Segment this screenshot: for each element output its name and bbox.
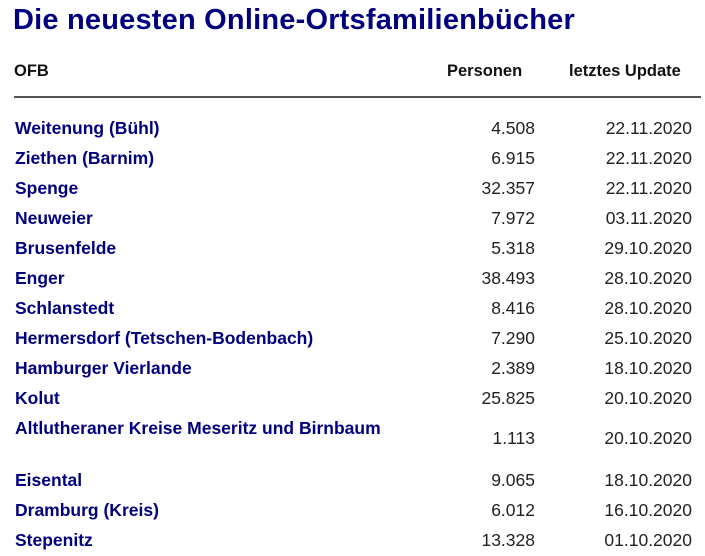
update-date: 25.10.2020	[604, 328, 692, 348]
personen-count: 7.972	[491, 208, 535, 228]
ofb-link[interactable]: Ziethen (Barnim)	[15, 148, 155, 168]
update-date: 18.10.2020	[604, 358, 692, 378]
ofb-link[interactable]: Kolut	[15, 388, 60, 408]
table-row: Weitenung (Bühl) 4.508 22.11.2020	[0, 114, 705, 144]
ofb-link[interactable]: Hamburger Vierlande	[15, 358, 192, 378]
table-row: Spenge 32.357 22.11.2020	[0, 174, 705, 204]
column-header-ofb: OFB	[14, 62, 49, 80]
ofb-link[interactable]: Brusenfelde	[15, 238, 117, 258]
ofb-link[interactable]: Spenge	[15, 178, 79, 198]
page-title: Die neuesten Online-Ortsfamilienbücher	[13, 4, 575, 36]
header-divider	[14, 96, 701, 98]
ofb-link[interactable]: Enger	[15, 268, 65, 288]
table-row: Ziethen (Barnim) 6.915 22.11.2020	[0, 144, 705, 174]
ofb-table: Weitenung (Bühl) 4.508 22.11.2020 Ziethe…	[0, 114, 705, 556]
update-date: 18.10.2020	[604, 470, 692, 490]
table-row: Stepenitz 13.328 01.10.2020	[0, 526, 705, 556]
update-date: 22.11.2020	[605, 178, 692, 198]
personen-count: 32.357	[481, 178, 535, 198]
personen-count: 4.508	[491, 118, 535, 138]
update-date: 16.10.2020	[604, 500, 692, 520]
table-row: Brusenfelde 5.318 29.10.2020	[0, 234, 705, 264]
ofb-link[interactable]: Hermersdorf (Tetschen-Bodenbach)	[15, 328, 314, 348]
table-row: Schlanstedt 8.416 28.10.2020	[0, 294, 705, 324]
table-row: Hermersdorf (Tetschen-Bodenbach) 7.290 2…	[0, 324, 705, 354]
update-date: 22.11.2020	[605, 148, 692, 168]
table-row: Hamburger Vierlande 2.389 18.10.2020	[0, 354, 705, 384]
ofb-link[interactable]: Dramburg (Kreis)	[15, 500, 159, 520]
update-date: 29.10.2020	[604, 238, 692, 258]
update-date: 22.11.2020	[605, 118, 692, 138]
ofb-link[interactable]: Stepenitz	[15, 530, 93, 550]
personen-count: 9.065	[491, 470, 535, 490]
update-date: 03.11.2020	[605, 208, 692, 228]
personen-count: 6.012	[491, 500, 535, 520]
ofb-link[interactable]: Altlutheraner Kreise Meseritz und Birnba…	[15, 418, 381, 438]
table-row: Dramburg (Kreis) 6.012 16.10.2020	[0, 496, 705, 526]
personen-count: 5.318	[491, 238, 535, 258]
personen-count: 8.416	[491, 298, 535, 318]
table-row: Kolut 25.825 20.10.2020	[0, 384, 705, 414]
update-date: 20.10.2020	[604, 428, 692, 448]
column-header-update: letztes Update	[569, 62, 681, 80]
personen-count: 13.328	[481, 530, 535, 550]
ofb-link[interactable]: Weitenung (Bühl)	[15, 118, 160, 138]
personen-count: 25.825	[481, 388, 535, 408]
update-date: 28.10.2020	[604, 298, 692, 318]
table-row: Eisental 9.065 18.10.2020	[0, 466, 705, 496]
personen-count: 6.915	[491, 148, 535, 168]
update-date: 28.10.2020	[604, 268, 692, 288]
ofb-link[interactable]: Neuweier	[15, 208, 93, 228]
personen-count: 2.389	[491, 358, 535, 378]
ofb-link[interactable]: Eisental	[15, 470, 83, 490]
personen-count: 38.493	[481, 268, 535, 288]
personen-count: 1.113	[492, 428, 536, 448]
ofb-link[interactable]: Schlanstedt	[15, 298, 115, 318]
table-row: Altlutheraner Kreise Meseritz und Birnba…	[0, 414, 705, 466]
table-row: Neuweier 7.972 03.11.2020	[0, 204, 705, 234]
personen-count: 7.290	[491, 328, 535, 348]
update-date: 20.10.2020	[604, 388, 692, 408]
update-date: 01.10.2020	[604, 530, 692, 550]
column-header-personen: Personen	[447, 62, 523, 80]
table-row: Enger 38.493 28.10.2020	[0, 264, 705, 294]
